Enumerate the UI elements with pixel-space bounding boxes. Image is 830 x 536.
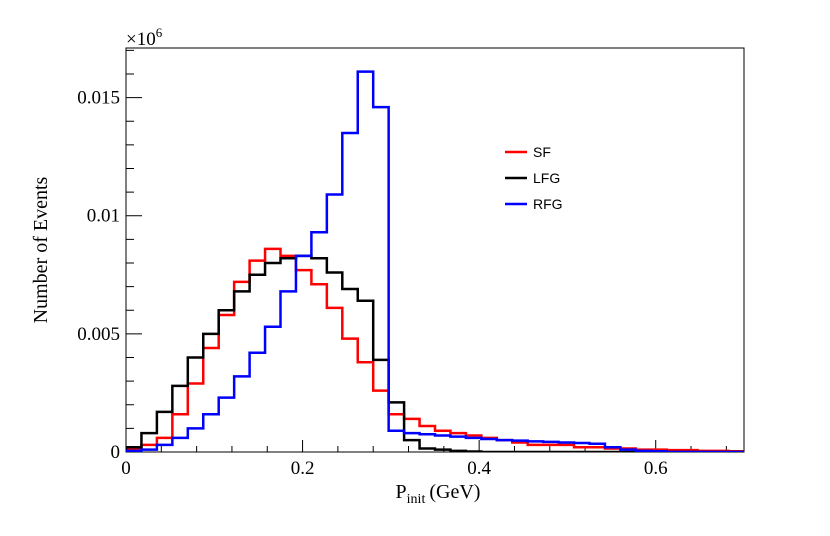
plot-frame [125, 47, 745, 453]
legend-label-sf: SF [533, 144, 551, 160]
series-rfg-line [126, 70, 744, 452]
y-tick-label: 0.005 [77, 324, 120, 345]
series-sf-line [126, 247, 744, 452]
legend-label-rfg: RFG [533, 196, 563, 212]
x-axis-title-main: P [396, 481, 407, 503]
x-axis-title-subscript: init [407, 492, 426, 507]
legend-label-lfg: LFG [533, 170, 560, 186]
y-tick-label: 0 [111, 442, 121, 463]
y-tick-label: 0.015 [77, 88, 120, 109]
x-axis: 0 0.2 0.4 0.6 [121, 440, 727, 479]
x-axis-title: Pinit (GeV) [396, 481, 481, 507]
series-lfg-line [126, 254, 744, 452]
series-group [126, 70, 744, 452]
x-tick-label: 0.4 [467, 458, 491, 479]
y-tick-label: 0.01 [87, 206, 120, 227]
x-tick-label: 0.6 [644, 458, 668, 479]
y-multiplier-exponent: 6 [156, 25, 163, 40]
y-multiplier-label: ×106 [126, 25, 163, 50]
y-multiplier-base: ×10 [126, 29, 156, 50]
legend: SF LFG RFG [505, 144, 563, 212]
y-axis: 0 0.005 0.01 0.015 [77, 49, 142, 463]
y-axis-title: Number of Events [30, 176, 52, 323]
x-tick-label: 0.2 [291, 458, 315, 479]
x-axis-title-unit: (GeV) [429, 481, 480, 503]
x-tick-label: 0 [121, 458, 131, 479]
